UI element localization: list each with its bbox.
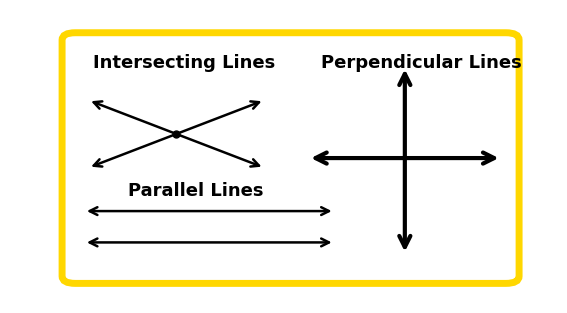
Text: Intersecting Lines: Intersecting Lines: [93, 54, 275, 72]
Text: Perpendicular Lines: Perpendicular Lines: [321, 54, 522, 72]
FancyBboxPatch shape: [62, 33, 519, 283]
Text: Parallel Lines: Parallel Lines: [128, 182, 264, 200]
